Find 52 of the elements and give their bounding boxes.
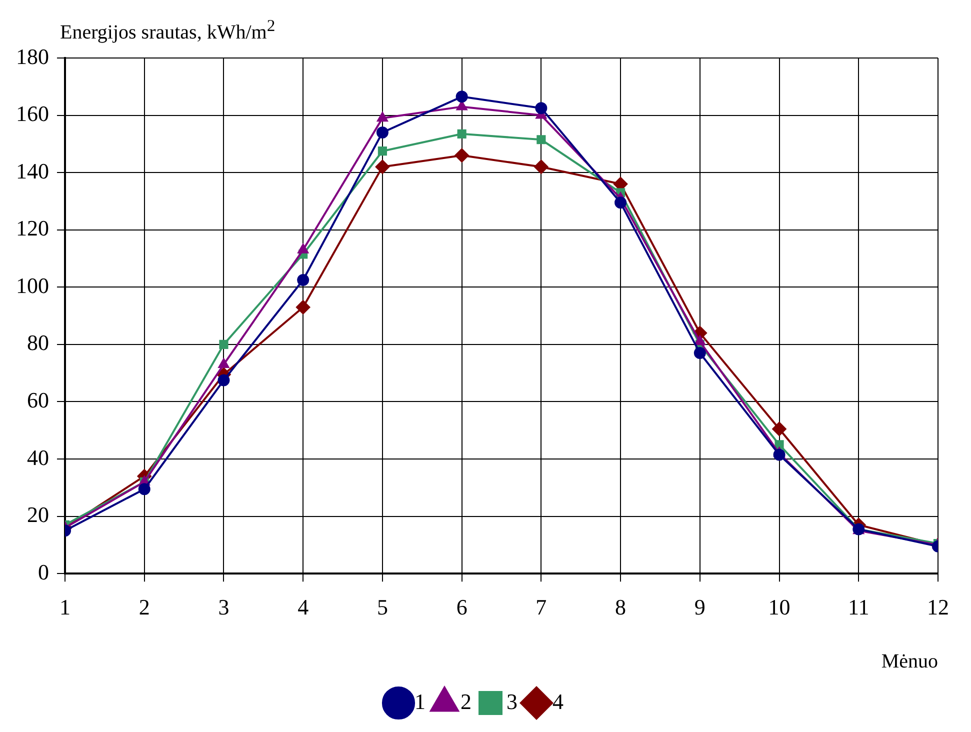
- point: [219, 340, 228, 349]
- y-tick-label: 80: [27, 330, 49, 356]
- point: [375, 160, 390, 174]
- point: [297, 274, 310, 286]
- y-axis-title: Energijos srautas, kWh/m$^{2}$: [60, 16, 276, 45]
- y-tick-label: 180: [16, 44, 49, 69]
- y-tick-label: 160: [16, 101, 49, 126]
- point: [694, 347, 706, 360]
- point: [773, 448, 786, 461]
- point: [456, 90, 468, 103]
- x-tick-label: 10: [768, 594, 790, 620]
- legend-label: 3: [506, 688, 518, 714]
- legend-label: 1: [414, 688, 426, 714]
- x-tick-label: 11: [848, 594, 870, 620]
- point: [378, 146, 387, 156]
- x-tick-label: 12: [927, 594, 949, 620]
- x-tick-label: 7: [536, 594, 547, 620]
- y-tick-label: 20: [27, 502, 49, 528]
- x-tick-label: 9: [694, 594, 706, 620]
- point: [772, 422, 786, 436]
- x-tick-label: 4: [298, 594, 309, 620]
- x-tick-label: 1: [60, 594, 70, 620]
- point: [614, 196, 627, 209]
- legend-label: 4: [552, 688, 564, 714]
- point: [296, 300, 310, 314]
- x-tick-label: 5: [376, 594, 388, 620]
- y-tick-label: 40: [27, 444, 49, 470]
- x-tick-label: 3: [218, 594, 230, 620]
- x-tick-label: 8: [615, 594, 626, 620]
- point: [536, 135, 546, 144]
- point: [457, 129, 466, 138]
- point: [298, 244, 308, 254]
- x-tick-label: 2: [138, 594, 150, 620]
- y-tick-label: 60: [27, 388, 49, 413]
- y-tick-label: 140: [16, 158, 49, 184]
- point: [774, 440, 784, 450]
- x-axis-title: Mėnuo: [881, 650, 938, 672]
- y-tick-label: 100: [16, 272, 49, 298]
- y-tick-label: 120: [16, 216, 49, 241]
- x-tick-label: 6: [456, 594, 468, 620]
- point: [454, 148, 469, 162]
- point: [218, 374, 230, 386]
- point: [535, 102, 548, 114]
- point: [534, 160, 548, 174]
- point: [218, 358, 230, 368]
- point: [377, 112, 388, 122]
- point: [694, 336, 706, 346]
- point: [138, 483, 150, 496]
- point: [376, 126, 388, 138]
- y-tick-label: 0: [38, 559, 49, 584]
- legend-label: 2: [460, 688, 472, 714]
- point: [456, 100, 468, 110]
